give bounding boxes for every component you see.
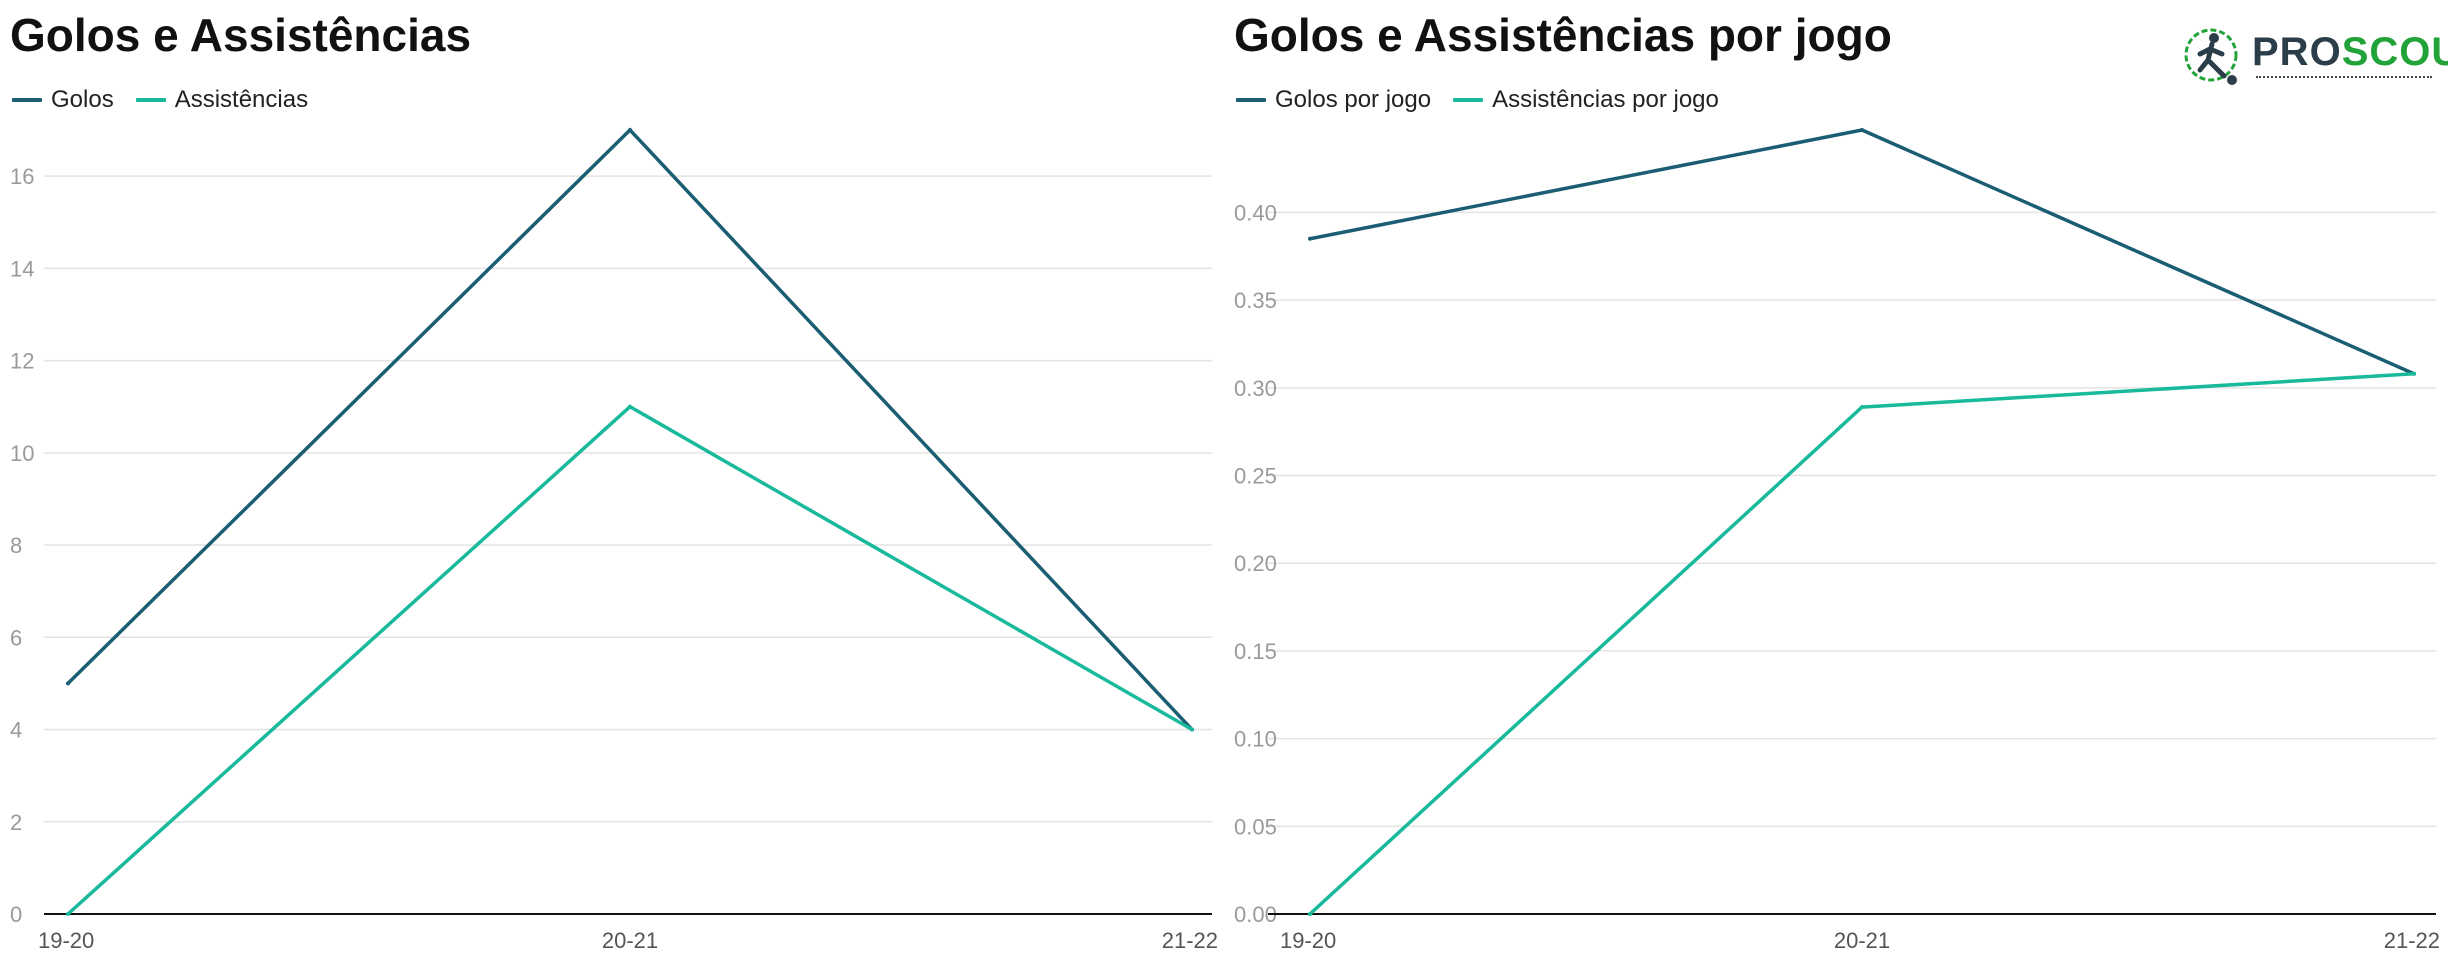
x-tick-label: 21-22 [1162, 928, 1218, 953]
data-point[interactable] [1308, 236, 1312, 241]
x-tick-label: 21-22 [2384, 928, 2440, 953]
player-kick-icon [2184, 28, 2238, 85]
series-line-2[interactable] [1308, 372, 2415, 916]
legend-item-assistencias-por-jogo[interactable]: Assistências por jogo [1453, 86, 1719, 114]
chart-panel-per-game: 0.00 0.05 0.10 0.15 0.20 0.25 0.30 0.35 0.40 19-2… [1224, 0, 2448, 978]
y-tick-label: 0.15 [1234, 639, 1277, 664]
legend-swatch-golos [12, 98, 42, 102]
data-point[interactable] [628, 128, 632, 132]
legend-swatch-assistencias-por-jogo [1453, 98, 1484, 102]
y-tick-label: 6 [10, 625, 22, 650]
logo-text-scout: SCOUT [2341, 30, 2448, 74]
logo-wordmark: PROSCOUT [2252, 30, 2448, 75]
legend-item-assistencias[interactable]: Assistências [135, 86, 309, 114]
chart-panel-goals-assists: 0 2 4 6 8 10 12 14 16 19-20 20-21 21-22 Golos e Ass… [10, 9, 1218, 953]
x-tick-label: 20-21 [1834, 928, 1890, 953]
series-line-1[interactable] [1309, 128, 2415, 376]
data-point[interactable] [66, 681, 70, 686]
y-tick-label: 0.25 [1234, 464, 1277, 489]
logo-tagline-dots [2256, 76, 2432, 82]
data-point[interactable] [66, 912, 70, 916]
y-tick-label: 14 [10, 256, 34, 281]
y-tick-label: 0.35 [1234, 288, 1277, 313]
y-tick-label: 0.20 [1234, 551, 1277, 576]
legend-label-assistencias: Assistências [174, 86, 309, 113]
legend-swatch-golos-por-jogo [1236, 98, 1266, 102]
y-tick-label: 0.05 [1234, 814, 1277, 839]
y-tick-label: 0.40 [1234, 200, 1277, 225]
legend-label-golos-por-jogo: Golos por jogo [1275, 86, 1432, 113]
data-point[interactable] [1860, 128, 1864, 132]
x-tick-label: 20-21 [602, 928, 658, 953]
legend-label-assistencias-por-jogo: Assistências por jogo [1492, 86, 1719, 113]
x-tick-label: 19-20 [1280, 928, 1336, 953]
y-tick-label: 12 [10, 349, 34, 374]
x-tick-label: 19-20 [38, 928, 94, 953]
legend: Golos por jogo Assistências por jogo [1236, 86, 1741, 114]
data-point[interactable] [1860, 405, 1864, 410]
legend: Golos Assistências [12, 86, 330, 114]
legend-label-golos: Golos [51, 86, 114, 113]
logo-text-pro: PRO [2252, 30, 2342, 74]
data-point[interactable] [2412, 371, 2416, 376]
legend-swatch-assistencias [135, 98, 166, 102]
chart-title: Golos e Assistências [10, 9, 472, 61]
y-tick-label: 0.30 [1234, 376, 1277, 401]
data-point[interactable] [1308, 912, 1312, 916]
proscout-logo: PROSCOUT [2180, 24, 2448, 90]
series-line-1[interactable] [66, 127, 1194, 731]
chart-svg-per-game: 0.000.050.100.150.200.250.300.350.4019-2… [1234, 128, 2440, 953]
y-tick-label: 0 [10, 902, 22, 927]
y-tick-label: 2 [10, 810, 22, 835]
legend-item-golos-por-jogo[interactable]: Golos por jogo [1236, 86, 1431, 114]
y-tick-label: 4 [10, 718, 22, 743]
series-line-2[interactable] [66, 404, 1193, 916]
y-tick-label: 10 [10, 441, 34, 466]
chart-title: Golos e Assistências por jogo [1234, 9, 1892, 61]
data-point[interactable] [628, 404, 632, 409]
legend-item-golos[interactable]: Golos [12, 86, 114, 114]
chart-svg-goals-assists: 0 2 4 6 8 10 12 14 16 19-20 20-21 21-22 [10, 127, 1218, 953]
y-tick-label: 0.10 [1234, 727, 1277, 752]
y-tick-label: 8 [10, 533, 22, 558]
data-point[interactable] [1190, 727, 1194, 732]
y-tick-label: 16 [10, 164, 34, 189]
